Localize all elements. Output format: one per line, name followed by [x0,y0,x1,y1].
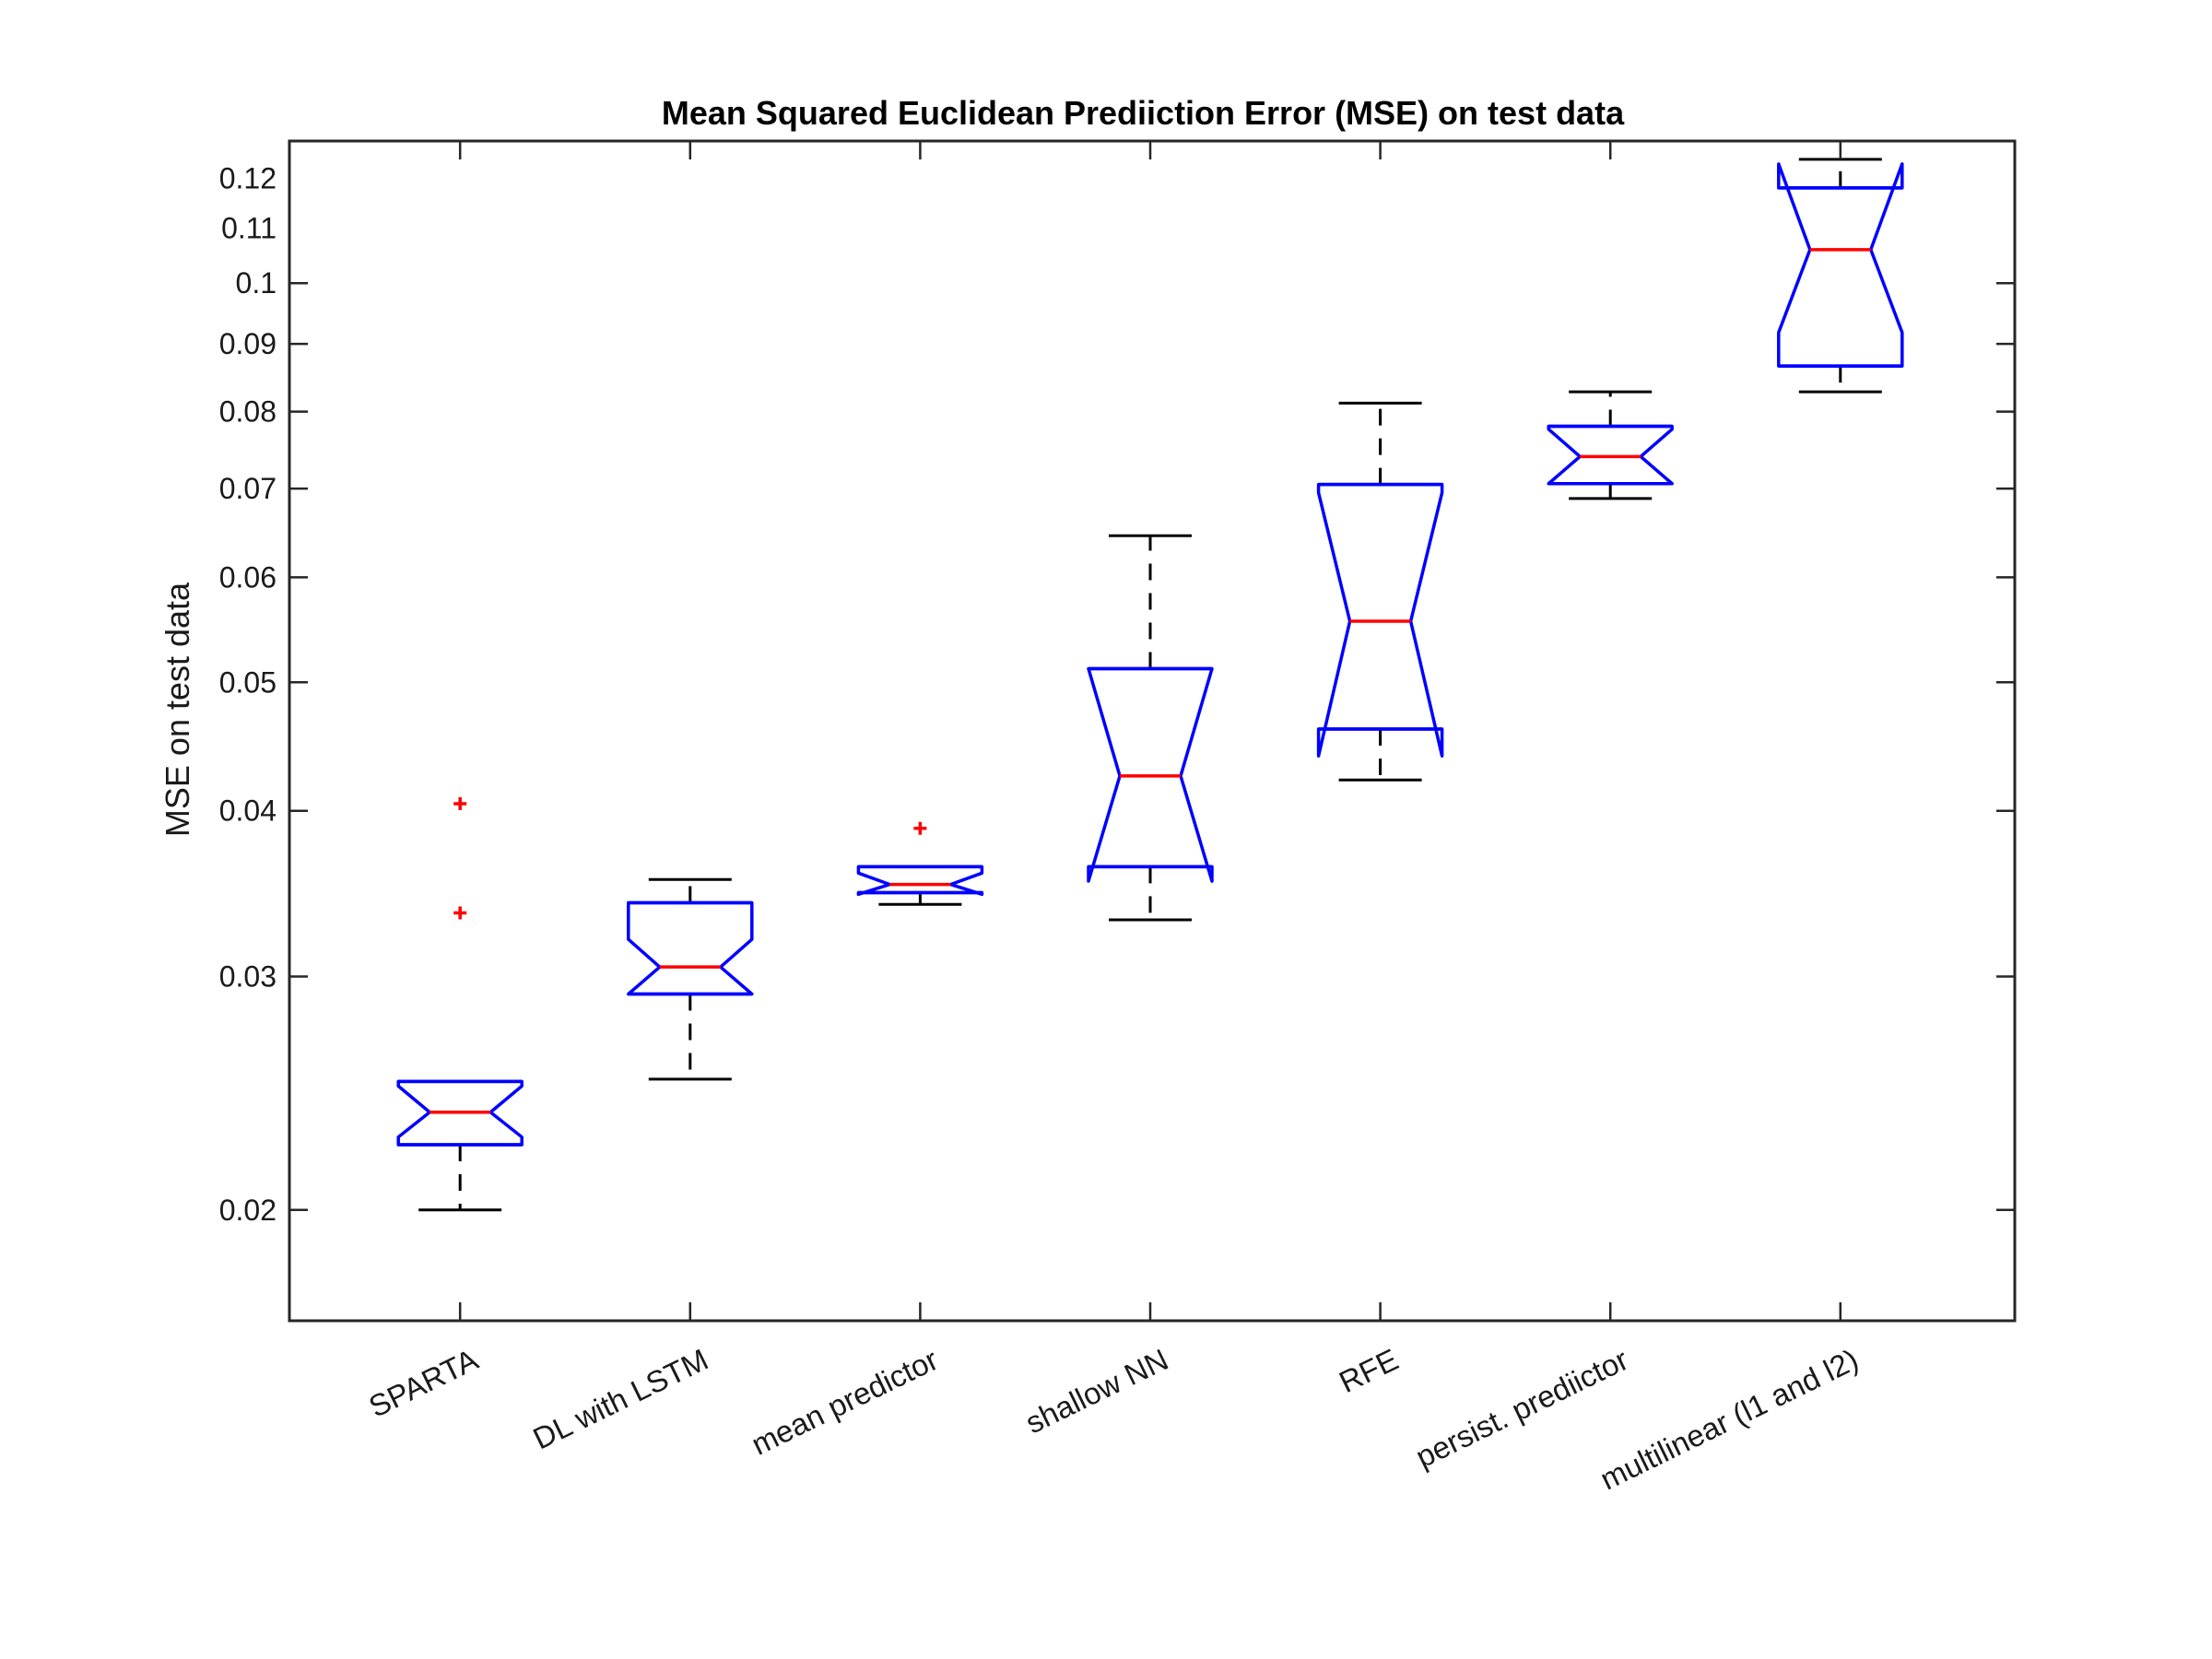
y-tick-label: 0.04 [219,794,276,828]
notched-box [1777,162,1904,368]
x-category-label: SPARTA [363,1342,483,1424]
notched-box [856,865,984,897]
notched-box [1547,424,1674,486]
notched-box [627,900,754,996]
x-category-label: multilinear (l1 and l2) [1594,1342,1864,1497]
y-axis-label: MSE on test data [159,582,196,837]
y-axis-ticks: 0.02 0.03 0.04 0.05 0.06 0.07 0.08 0.09 0.1 0.11 0… [219,161,2015,1227]
y-tick-label: 0.07 [219,472,276,505]
y-tick-label: 0.09 [219,327,276,360]
x-axis-categories: SPARTA DL with LSTM mean predictor shallow … [363,141,1864,1497]
y-tick-label: 0.06 [219,560,276,594]
y-tick-label: 0.05 [219,665,276,699]
outlier-marker [453,796,467,810]
outlier-marker [913,821,927,835]
y-tick-label: 0.02 [219,1194,276,1227]
x-category-label: shallow NN [1020,1342,1173,1440]
chart-title: Mean Squared Euclidean Prediiction Error… [662,94,1625,132]
x-category-label: mean predictor [746,1342,943,1462]
plot-frame [288,139,2017,1323]
y-tick-label: 0.11 [221,212,276,245]
y-tick-label: 0.12 [219,161,276,194]
outlier-marker [453,906,467,920]
y-tick-label: 0.03 [219,959,276,993]
x-category-label: persist. prediictor [1410,1342,1633,1474]
x-category-label: RFE [1334,1342,1404,1399]
boxes-layer [396,158,1904,1212]
y-tick-label: 0.08 [219,395,276,429]
x-category-label: DL with LSTM [527,1342,712,1456]
y-tick-label: 0.1 [236,266,276,300]
